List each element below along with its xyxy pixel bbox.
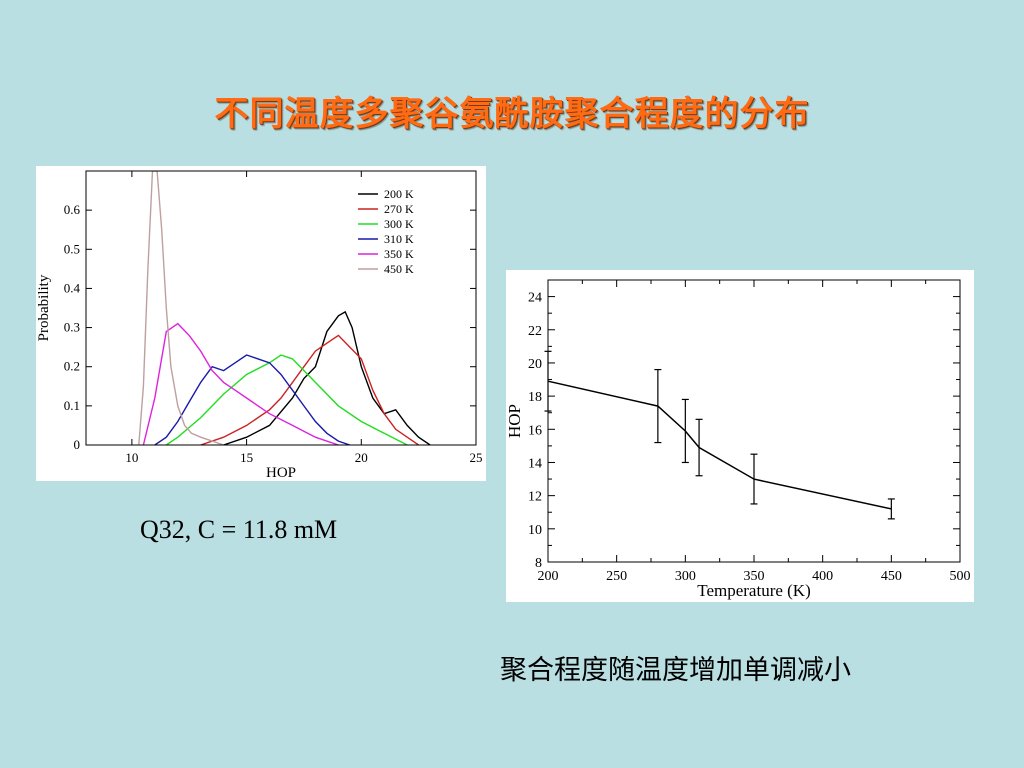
chart-caption-right: 聚合程度随温度增加单调减小 bbox=[500, 655, 851, 686]
error-bar bbox=[681, 398, 689, 464]
series-line-270-k bbox=[200, 334, 419, 445]
slide-title: 不同温度多聚谷氨酰胺聚合程度的分布 bbox=[214, 94, 810, 134]
error-bar bbox=[750, 453, 758, 505]
x-tick-label: 20 bbox=[355, 450, 368, 465]
y-tick-label: 0.6 bbox=[64, 202, 81, 217]
x-tick-label: 25 bbox=[470, 450, 483, 465]
chart-caption-left: Q32, C = 11.8 mM bbox=[140, 515, 338, 544]
series-line-300-k bbox=[165, 354, 408, 445]
y-tick-label: 14 bbox=[528, 456, 542, 471]
y-tick-label: 22 bbox=[528, 324, 542, 339]
plot-frame bbox=[85, 170, 477, 446]
y-tick-label: 24 bbox=[528, 291, 542, 306]
x-tick-label: 450 bbox=[881, 569, 902, 584]
y-tick-label: 0.3 bbox=[64, 320, 80, 335]
series-line-350-k bbox=[142, 322, 339, 445]
legend-entry: 270 K bbox=[384, 202, 414, 216]
hop-vs-temperature-chart: 200 250 300 350 400 450 500 8 10 12 14 16 18 20 22 24 T… bbox=[506, 270, 974, 602]
y-tick-label: 12 bbox=[528, 490, 542, 505]
y-tick-label: 20 bbox=[528, 357, 542, 372]
hop-distribution-svg: 10 15 20 25 0 0.1 0.2 0.3 0.4 0.5 0.6 HOP Probabil… bbox=[36, 170, 483, 481]
series-line-310-k bbox=[154, 354, 351, 445]
error-bar bbox=[654, 368, 662, 444]
error-bar bbox=[887, 498, 895, 520]
hop-line bbox=[547, 380, 892, 510]
y-tick-label: 18 bbox=[528, 390, 542, 405]
y-tick-label: 0 bbox=[74, 437, 81, 452]
hop-temperature-svg: 200 250 300 350 400 450 500 8 10 12 14 16 18 20 22 24 T… bbox=[506, 279, 971, 600]
x-tick-label: 300 bbox=[675, 569, 696, 584]
legend-entry: 450 K bbox=[384, 262, 414, 276]
x-tick-label: 10 bbox=[125, 450, 138, 465]
y-tick-label: 0.1 bbox=[64, 398, 80, 413]
legend-entry: 200 K bbox=[384, 187, 414, 201]
y-tick-label: 0.2 bbox=[64, 359, 80, 374]
x-axis-label: Temperature (K) bbox=[697, 581, 811, 600]
legend-entry: 300 K bbox=[384, 217, 414, 231]
x-tick-label: 250 bbox=[606, 569, 627, 584]
x-tick-label: 15 bbox=[240, 450, 253, 465]
y-axis-label: HOP bbox=[506, 404, 524, 438]
series-line-450-k bbox=[138, 171, 224, 445]
y-tick-label: 10 bbox=[528, 523, 542, 538]
x-tick-label: 350 bbox=[744, 569, 765, 584]
y-axis-label: Probability bbox=[36, 274, 52, 341]
x-tick-label: 400 bbox=[812, 569, 833, 584]
y-tick-label: 0.5 bbox=[64, 241, 80, 256]
series-line-200-k bbox=[223, 310, 431, 445]
y-tick-label: 16 bbox=[528, 423, 542, 438]
y-tick-label: 0.4 bbox=[64, 280, 81, 295]
x-tick-label: 200 bbox=[538, 569, 559, 584]
x-tick-label: 500 bbox=[950, 569, 971, 584]
legend-entry: 310 K bbox=[384, 232, 414, 246]
legend-entry: 350 K bbox=[384, 247, 414, 261]
y-tick-label: 8 bbox=[535, 556, 542, 571]
hop-distribution-chart: 10 15 20 25 0 0.1 0.2 0.3 0.4 0.5 0.6 HOP Probabil… bbox=[36, 166, 486, 481]
error-bar bbox=[695, 418, 703, 477]
x-axis-label: HOP bbox=[266, 465, 296, 481]
plot-frame bbox=[547, 279, 961, 563]
